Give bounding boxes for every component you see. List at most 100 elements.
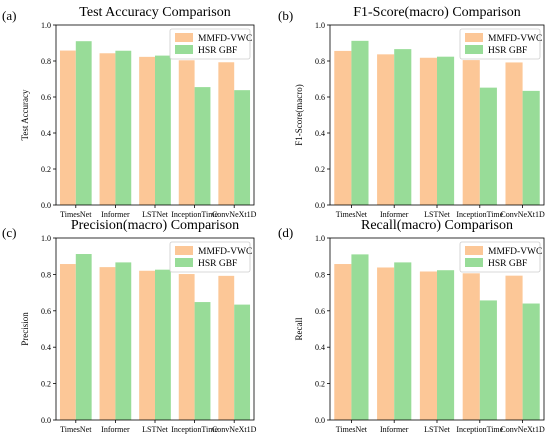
legend-swatch [465,246,483,255]
x-tick-label: LSTNet [424,425,451,434]
bar-mmfd-vwc-informer [377,54,395,206]
y-tick-label: 1.0 [315,21,325,30]
x-tick-label: TimesNet [60,210,92,219]
chart-title: Recall(macro) Comparison [361,218,513,233]
chart-title: Precision(macro) Comparison [71,218,239,233]
x-tick-label: InceptionTime [456,425,503,434]
bar-hsr-gbf-inceptiontime [194,87,211,205]
x-tick-label: LSTNet [424,210,451,219]
bar-hsr-gbf-convnext1d [522,90,540,205]
x-tick-label: ConvNeXt1D [212,425,257,434]
legend-swatch [175,246,193,255]
x-tick-label: InceptionTime [171,210,218,219]
bar-mmfd-vwc-lstnet [139,270,155,420]
chart-panel-1: (a) Test Accuracy Comparison Test Accuracy… [2,5,257,219]
legend-label: MMFD-VWC [198,34,252,44]
bar-mmfd-vwc-convnext1d [505,275,523,420]
bar-mmfd-vwc-timesnet [59,264,76,420]
bar-hsr-gbf-convnext1d [234,304,251,420]
bar-mmfd-vwc-informer [99,53,116,206]
x-tick-label: Informer [101,425,130,434]
legend-label: HSR GBF [488,46,527,56]
x-tick-label: TimesNet [336,210,368,219]
y-tick-label: 0.2 [315,380,325,389]
y-tick-label: 0.6 [41,307,51,316]
y-tick-label: 1.0 [315,234,325,243]
legend-label: HSR GBF [488,259,527,269]
x-tick-label: LSTNet [142,210,169,219]
bar-hsr-gbf-lstnet [437,270,455,420]
x-tick-label: LSTNet [142,425,169,434]
bar-hsr-gbf-timesnet [75,254,92,420]
y-tick-label: 0.2 [41,380,51,389]
bar-mmfd-vwc-timesnet [59,50,76,206]
y-tick-label: 0.6 [41,93,51,102]
bar-mmfd-vwc-informer [377,267,395,420]
bar-hsr-gbf-convnext1d [522,303,540,420]
legend-swatch [175,258,193,267]
x-tick-label: ConvNeXt1D [500,425,545,434]
y-tick-label: 0.4 [41,129,51,138]
bar-mmfd-vwc-convnext1d [218,275,235,420]
bar-hsr-gbf-inceptiontime [479,87,497,205]
x-tick-label: TimesNet [336,425,368,434]
y-tick-label: 0.8 [315,57,325,66]
bar-hsr-gbf-informer [115,262,132,420]
y-tick-label: 0.4 [315,343,325,352]
x-tick-label: Informer [380,425,409,434]
legend-swatch [175,33,193,42]
y-tick-label: 0.0 [315,416,325,425]
panel-label: (c) [2,225,16,240]
bar-mmfd-vwc-inceptiontime [462,60,480,205]
bar-mmfd-vwc-inceptiontime [178,60,195,205]
legend-label: MMFD-VWC [488,247,542,257]
bar-mmfd-vwc-informer [99,267,116,420]
legend: MMFD-VWC HSR GBF [169,241,252,273]
bar-hsr-gbf-lstnet [155,269,171,420]
legend-label: MMFD-VWC [488,34,542,44]
bar-mmfd-vwc-lstnet [419,271,437,420]
bar-hsr-gbf-lstnet [155,55,171,205]
y-tick-label: 0.0 [315,201,325,210]
panel-label: (a) [2,8,16,23]
x-tick-label: Informer [380,210,409,219]
y-axis-label: F1-Score(macro) [294,84,304,145]
legend: MMFD-VWC HSR GBF [459,28,542,60]
legend-swatch [175,45,193,54]
y-tick-label: 0.6 [315,93,325,102]
x-tick-label: InceptionTime [456,210,503,219]
bar-hsr-gbf-informer [394,262,412,420]
y-tick-label: 0.2 [315,165,325,174]
bar-mmfd-vwc-convnext1d [505,62,523,205]
bar-hsr-gbf-timesnet [351,254,369,420]
x-tick-label: ConvNeXt1D [500,210,545,219]
bar-mmfd-vwc-inceptiontime [462,273,480,420]
bar-mmfd-vwc-timesnet [334,50,352,205]
chart-panel-4: (d) Recall(macro) Comparison Recall 0.0 0.2 0… [278,218,545,434]
bar-hsr-gbf-convnext1d [234,90,251,205]
bar-mmfd-vwc-convnext1d [218,62,235,206]
y-axis-label: Test Accuracy [20,89,30,141]
panel-label: (b) [278,8,293,23]
legend-swatch [465,258,483,267]
y-tick-label: 0.8 [41,57,51,66]
y-tick-label: 0.0 [41,416,51,425]
legend-label: MMFD-VWC [198,247,252,257]
bar-hsr-gbf-informer [115,50,132,205]
y-tick-label: 0.0 [41,201,51,210]
bar-mmfd-vwc-inceptiontime [178,274,195,420]
y-axis-label: Recall [294,317,304,340]
x-tick-label: InceptionTime [171,425,218,434]
legend-label: HSR GBF [198,259,237,269]
x-tick-label: TimesNet [60,425,92,434]
bar-hsr-gbf-timesnet [351,40,369,206]
bar-hsr-gbf-timesnet [75,41,92,206]
legend-swatch [465,33,483,42]
y-tick-label: 0.2 [41,165,51,174]
legend: MMFD-VWC HSR GBF [169,28,252,60]
bar-hsr-gbf-inceptiontime [479,300,497,420]
x-tick-label: ConvNeXt1D [212,210,257,219]
y-tick-label: 0.4 [41,343,51,352]
legend-label: HSR GBF [198,46,237,56]
